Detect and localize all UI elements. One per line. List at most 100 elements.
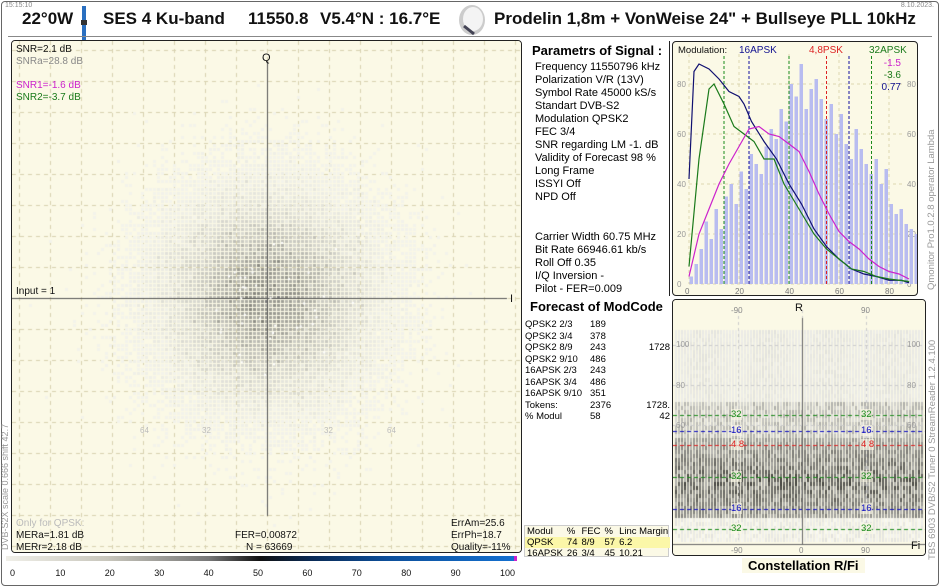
forecast-row: QPSK2 3/4 378 (525, 331, 670, 343)
color-scale-tick: 20 (104, 568, 115, 578)
param-line: Roll Off 0.35 (535, 257, 596, 269)
histogram-bar (739, 171, 743, 284)
histogram-bar (854, 129, 858, 284)
merr: MERr=2.18 dB (16, 542, 82, 553)
histogram-bar (889, 204, 893, 284)
forecast-cell: 2376 (590, 399, 612, 411)
histogram-bar (829, 104, 833, 284)
rfi-level-label: 4 8 (731, 439, 745, 450)
satellite-icon (79, 6, 89, 42)
modulation-cell: 45 (604, 548, 616, 559)
modulation-cell: QPSK (527, 537, 554, 548)
histogram-bar (719, 229, 723, 284)
mera: MERa=1.81 dB (16, 530, 85, 541)
signal-params-panel: Parametrs of Signal : Frequency 11550796… (524, 41, 670, 296)
histogram-bar (879, 184, 883, 284)
forecast-row: % Modul 58 42 (525, 411, 670, 423)
only-qpsk-label: Only for QPSK: (16, 518, 85, 529)
forecast-cell: 351 (590, 388, 606, 400)
forecast-cell: 1728. (646, 399, 670, 411)
rfi-level-label: 32 (861, 409, 872, 420)
forecast-cell: QPSK2 8/9 (525, 342, 573, 354)
modulation-histogram: 002020404060608080020406080 (677, 54, 917, 296)
fer: FER=0.00872 (235, 530, 297, 541)
grid-label: 32 (202, 426, 211, 435)
grid-label: 32 (324, 426, 333, 435)
snr1: SNR1=-1.6 dB (16, 80, 81, 91)
rfi-level-label: 4 8 (861, 439, 875, 450)
y-tick-label-right: 60 (907, 130, 916, 139)
packet-count: N = 63669 (246, 542, 293, 553)
forecast-cell: 16APSK 3/4 (525, 376, 577, 388)
forecast-row: 16APSK 2/3 243 (525, 365, 670, 377)
histogram-bar (914, 234, 917, 284)
forecast-cell (630, 319, 670, 331)
input-label: Input = 1 (16, 286, 56, 297)
y-tick-label-right: 80 (907, 80, 916, 89)
y-tick-label: 100 (676, 340, 690, 349)
histogram-bar (694, 264, 698, 284)
histogram-bar (774, 139, 778, 284)
scale-info: DVB-S2X scale 0.666 shift 42.7 (0, 423, 10, 550)
param-line: Symbol Rate 45000 kS/s (535, 87, 657, 99)
histogram-bar (909, 229, 913, 284)
modulation-row[interactable]: QPSK 74 8/9 57 6.2 (525, 537, 671, 548)
histogram-bar (794, 96, 798, 284)
x-tick-label: 20 (735, 287, 744, 296)
param-line: Modulation QPSK2 (535, 113, 629, 125)
param-line: Polarization V/R (13V) (535, 74, 644, 86)
snr: SNR=2.1 dB (16, 44, 72, 55)
forecast-row: QPSK2 2/3 189 (525, 319, 670, 331)
rfi-level-label: 32 (731, 409, 742, 420)
forecast-cell: Tokens: (525, 399, 558, 411)
forecast-cell: QPSK2 3/4 (525, 330, 573, 342)
forecast-cell (630, 354, 670, 366)
color-scale-tick: 70 (351, 568, 362, 578)
y-tick-label-right: 0 (907, 280, 912, 289)
x-tick-label: 40 (785, 287, 794, 296)
color-scale-marker (514, 556, 517, 561)
histogram-bar (864, 164, 868, 284)
err-amplitude: ErrAm=25.6 (451, 518, 505, 529)
x-tick-label: 0 (799, 546, 804, 555)
param-line: SNR regarding LM -1. dB (535, 139, 659, 151)
modulation-histogram-panel: 002020404060608080020406080 Modulation: … (672, 41, 918, 296)
mod-32apsk: 32APSK (869, 45, 907, 56)
mod-16apsk: 16APSK (739, 45, 777, 56)
y-tick-label: 0 (677, 280, 682, 289)
histogram-bar (789, 84, 793, 284)
histogram-bar (779, 109, 783, 284)
forecast-row: 16APSK 3/4 486 (525, 377, 670, 389)
y-tick-label-right: 40 (907, 180, 916, 189)
y-tick-label: 20 (677, 230, 686, 239)
y-tick-label-right: 60 (907, 421, 916, 430)
value-magenta: -1.5 (883, 58, 901, 69)
param-line: Pilot - FER=0.009 (535, 283, 623, 295)
modulation-header: Modul (527, 526, 553, 537)
color-scale-tick: 40 (203, 568, 214, 578)
x-tick-label-top: 90 (861, 306, 870, 315)
forecast-cell: 16APSK 9/10 (525, 388, 583, 400)
histogram-bar (724, 196, 728, 284)
histogram-bar (704, 221, 708, 284)
param-line: Standart DVB-S2 (535, 100, 620, 112)
tuner-info: TBS 6903 DVB/S2 Tuner 0 StreamReader 1.2… (927, 339, 938, 560)
modulation-cell: 26 (566, 548, 578, 559)
modulation-row[interactable]: 16APSK 26 3/4 45 10.21 (525, 548, 670, 559)
param-line: ISSYI Off (535, 178, 581, 190)
histogram-bar (759, 174, 763, 284)
histogram-bar (884, 169, 888, 284)
modulation-header: Linc Margin (619, 526, 669, 537)
modulation-label: Modulation: (678, 45, 728, 56)
histogram-bar (874, 159, 878, 284)
modulation-cell: 10.21 (619, 548, 643, 559)
i-axis-label: I (510, 293, 514, 305)
modulation-cell: 3/4 (581, 548, 595, 559)
rfi-level-label: 32 (861, 523, 872, 534)
forecast-cell: QPSK2 9/10 (525, 353, 578, 365)
value-blue: 0.77 (881, 82, 901, 93)
color-scale-tick: 100 (500, 568, 516, 578)
x-tick-label: 80 (885, 287, 894, 296)
forecast-cell: % Modul (525, 411, 562, 423)
